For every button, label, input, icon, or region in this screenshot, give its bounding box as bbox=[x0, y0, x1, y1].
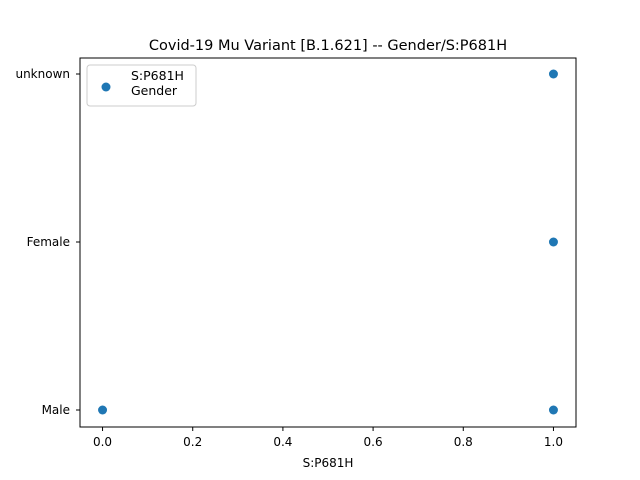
x-tick-label: 0.8 bbox=[454, 435, 473, 449]
x-tick-label: 0.4 bbox=[273, 435, 292, 449]
scatter-points bbox=[98, 69, 558, 415]
legend-box bbox=[86, 64, 197, 107]
legend-label-line: S:P681H bbox=[131, 68, 184, 83]
y-tick-label: Male bbox=[42, 403, 70, 417]
x-tick-label: 1.0 bbox=[544, 435, 563, 449]
data-point bbox=[548, 405, 558, 415]
x-axis-title: S:P681H bbox=[303, 456, 354, 470]
y-axis: Male Female unknown bbox=[15, 67, 80, 417]
data-point bbox=[548, 69, 558, 79]
y-tick-label: Female bbox=[27, 235, 70, 249]
x-tick-label: 0.2 bbox=[183, 435, 202, 449]
x-axis: 0.0 0.2 0.4 0.6 0.8 1.0 bbox=[93, 427, 563, 449]
data-point bbox=[98, 405, 108, 415]
legend-label: S:P681H Gender bbox=[131, 68, 184, 98]
legend: S:P681H Gender bbox=[86, 64, 197, 107]
data-point bbox=[548, 237, 558, 247]
x-tick-label: 0.6 bbox=[364, 435, 383, 449]
x-tick-label: 0.0 bbox=[93, 435, 112, 449]
y-tick-label: unknown bbox=[15, 67, 70, 81]
legend-marker bbox=[101, 82, 111, 92]
chart-title: Covid-19 Mu Variant [B.1.621] -- Gender/… bbox=[149, 38, 507, 54]
legend-label-line: Gender bbox=[131, 83, 178, 98]
